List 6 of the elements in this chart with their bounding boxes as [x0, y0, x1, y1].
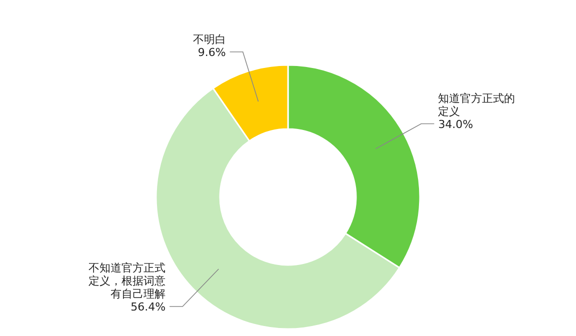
slice-label: 不明白 [192, 32, 226, 46]
slice-label: 不知道官方正式定义，根据词意有自己理解 [88, 261, 166, 300]
slice-label: 知道官方正式的定义 [438, 92, 516, 118]
data-label: 34.0% [438, 118, 474, 131]
data-label: 9.6% [198, 46, 226, 59]
data-label: 56.4% [130, 300, 166, 314]
